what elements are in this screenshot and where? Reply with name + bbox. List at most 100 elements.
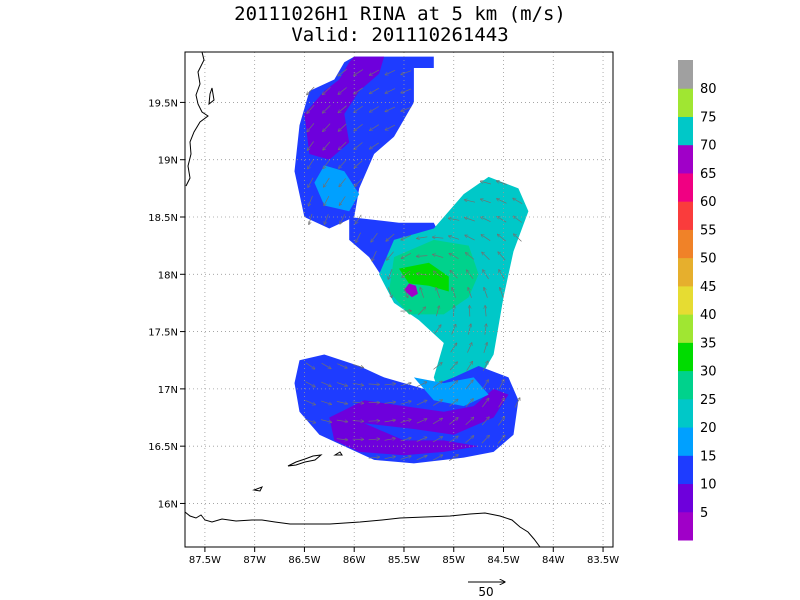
wind-vector: [432, 437, 443, 443]
coastline-yucatan-inlet: [208, 87, 215, 106]
colorbar-segment: [678, 201, 693, 230]
wind-vector: [434, 325, 441, 335]
wind-vector: [432, 418, 442, 425]
island-utila: [252, 486, 264, 492]
wind-vector: [354, 178, 363, 187]
wind-vector: [322, 87, 331, 94]
wind-vector: [369, 69, 380, 75]
wind-vector: [337, 363, 347, 369]
y-tick-label: 17.5N: [148, 328, 178, 339]
wind-vector: [308, 159, 314, 169]
colorbar-label: 50: [700, 252, 717, 267]
colorbar-label: 25: [700, 393, 717, 408]
wind-vector: [320, 400, 332, 405]
y-tick-label: 17N: [158, 385, 178, 396]
wind-vector: [368, 384, 380, 385]
x-tick-label: 87.5W: [189, 555, 221, 566]
wind-vector: [400, 419, 412, 423]
wind-vector: [514, 398, 520, 408]
wind-vector: [308, 177, 314, 188]
wind-vector: [465, 218, 476, 222]
wind-vector: [465, 380, 473, 389]
wind-vector: [400, 456, 412, 460]
colorbar-label: 65: [700, 167, 717, 182]
wind-vector: [513, 216, 523, 223]
wind-vector: [354, 142, 363, 150]
wind-vector: [416, 437, 427, 442]
wind-region-eye: [404, 283, 418, 298]
wind-vector: [403, 287, 408, 297]
wind-region-eyewall: [399, 262, 449, 292]
wind-vector: [323, 141, 331, 150]
wind-vector: [433, 400, 442, 406]
colorbar-segment: [678, 257, 693, 287]
y-axis: 16N 16.5N 17N 17.5N 18N 18.5N 19N 19.5N: [148, 98, 185, 510]
chart-title: 20111026H1 RINA at 5 km (m/s): [234, 3, 566, 25]
y-tick-label: 19.5N: [148, 98, 178, 109]
wind-vector: [338, 87, 347, 95]
wind-vector: [384, 402, 396, 404]
wind-vector: [513, 234, 522, 242]
colorbar-label: 5: [700, 506, 708, 521]
colorbar-label: 55: [700, 223, 717, 238]
reference-vector-label: 50: [478, 585, 493, 599]
wind-vector: [465, 417, 474, 425]
wind-vector: [435, 306, 439, 317]
colorbar: 5 10 15 20 25 30 35 40 45 50 55 60 65 70 75 80: [678, 60, 717, 541]
wind-vector: [384, 438, 396, 441]
colorbar-label: 60: [700, 195, 717, 210]
y-tick-label: 16.5N: [148, 442, 178, 453]
wind-vector: [433, 381, 442, 388]
colorbar-label: 30: [700, 365, 717, 380]
wind-vector: [453, 306, 454, 317]
wind-vector: [497, 199, 507, 204]
colorbar-segment: [678, 511, 693, 541]
island-roatan: [287, 454, 323, 467]
wind-vector: [482, 380, 489, 390]
wind-vector: [369, 106, 379, 113]
wind-vector: [417, 237, 428, 239]
wind-vector: [338, 123, 347, 131]
colorbar-segment: [678, 314, 693, 343]
wind-region-south-band-mid: [413, 377, 489, 407]
colorbar-segment: [678, 172, 693, 202]
wind-vector: [339, 196, 346, 205]
wind-vector: [400, 383, 412, 387]
wind-vector: [305, 418, 315, 423]
wind-vector: [465, 399, 474, 407]
y-tick-label: 16N: [158, 499, 178, 510]
wind-vector: [498, 417, 504, 426]
colorbar-label: 35: [700, 336, 717, 351]
wind-vector: [464, 200, 476, 203]
wind-vector: [466, 361, 473, 371]
colorbar-segment: [678, 370, 693, 400]
wind-vector: [369, 87, 380, 94]
wind-vector: [305, 400, 315, 404]
wind-vector: [497, 216, 507, 223]
wind-vector: [401, 106, 412, 111]
wind-vector: [401, 70, 412, 75]
y-tick-label: 18.5N: [148, 213, 178, 224]
wind-vector: [324, 214, 329, 224]
wind-vector: [484, 287, 488, 298]
wind-vector: [483, 342, 487, 354]
colorbar-segment: [678, 342, 693, 372]
wind-vector: [338, 141, 347, 150]
wind-vector: [309, 213, 313, 225]
wind-vector: [354, 87, 363, 94]
wind-vector: [416, 256, 428, 257]
wind-vector: [354, 124, 363, 131]
wind-vector: [385, 69, 396, 75]
wind-vector: [465, 436, 474, 444]
wind-vector: [400, 401, 412, 405]
wind-vector: [420, 287, 425, 298]
wind-vector: [449, 236, 460, 240]
wind-vector: [468, 324, 471, 335]
wind-vector: [432, 455, 443, 461]
wind-vector: [401, 234, 412, 240]
wind-vector: [305, 381, 316, 387]
wind-vector: [433, 363, 443, 370]
wind-vector: [416, 419, 427, 424]
wind-vector: [385, 106, 396, 112]
